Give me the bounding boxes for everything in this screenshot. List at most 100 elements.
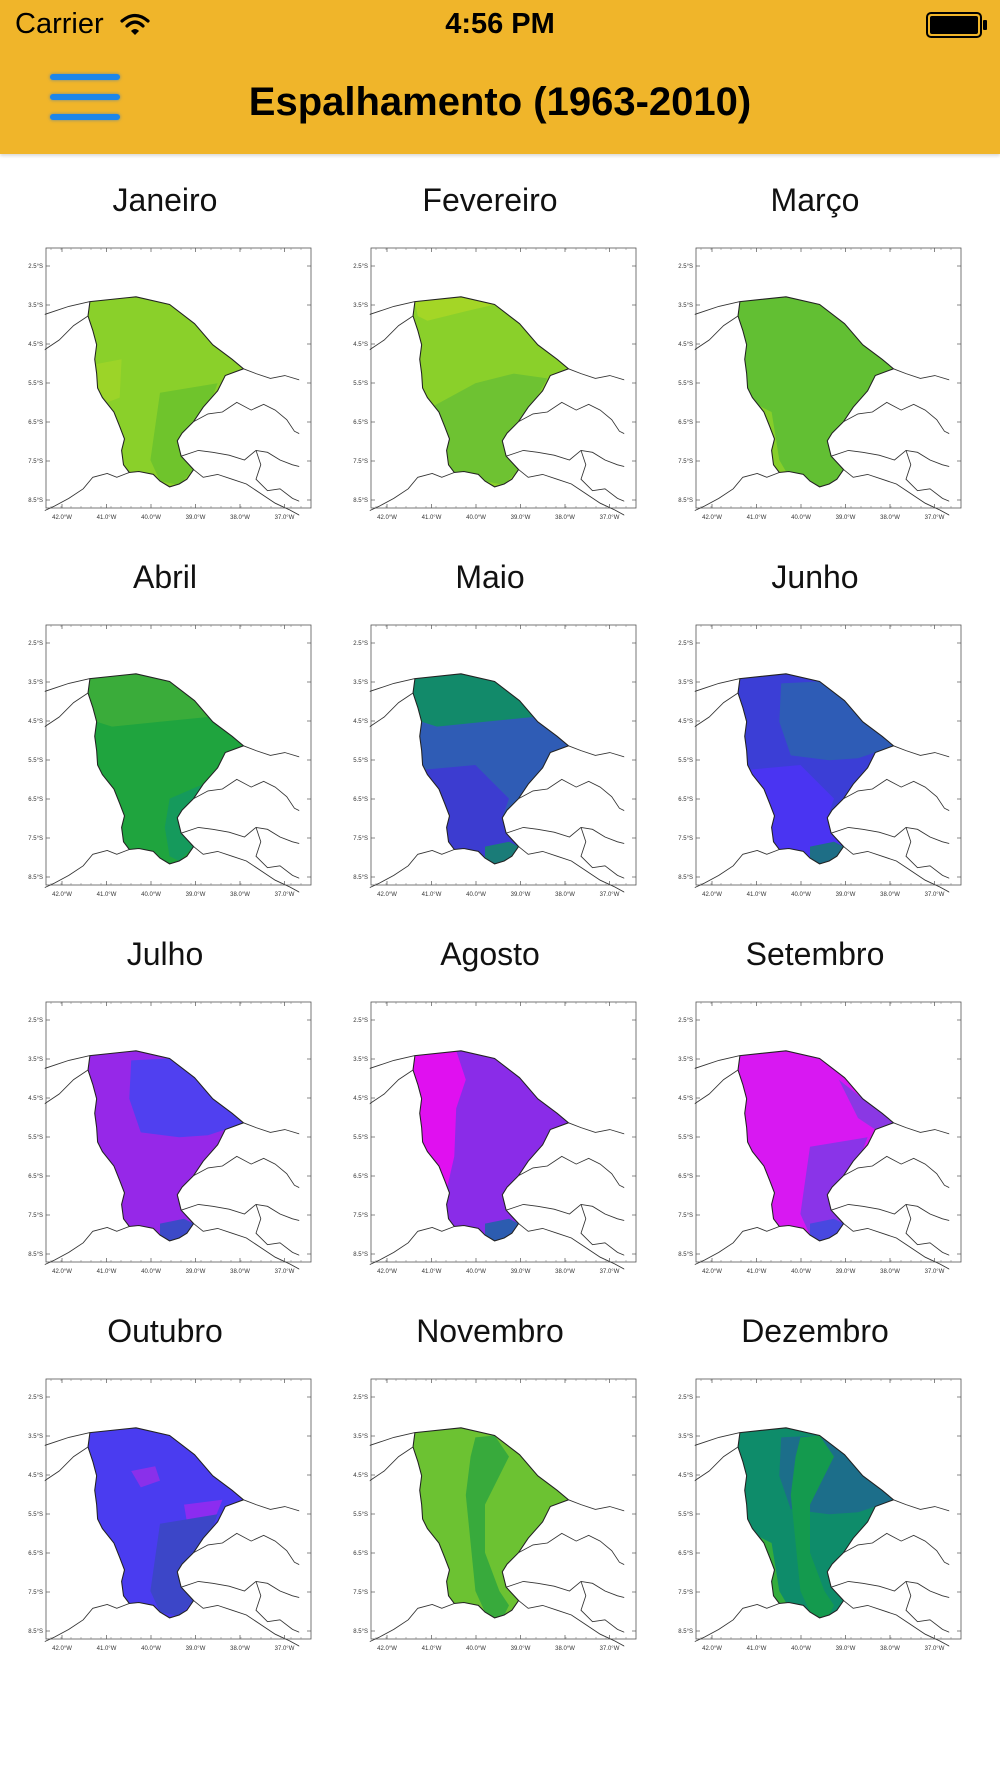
neighbor-border	[905, 1204, 950, 1256]
x-tick-label: 38.0°W	[555, 515, 575, 521]
y-tick-label: 5.5°S	[28, 1135, 43, 1141]
neighbor-border	[843, 1532, 950, 1566]
neighbor-border	[369, 692, 414, 728]
state-outline	[87, 1050, 245, 1242]
month-panel: Agosto 2.5°S 3.5°S 4.5°S 5.5°S 6.5°S 7.5°S 8.5°…	[325, 914, 655, 1304]
y-tick-label: 8.5°S	[28, 1629, 43, 1635]
neighbor-border	[193, 778, 300, 812]
x-tick-label: 38.0°W	[230, 892, 250, 898]
x-tick-label: 40.0°W	[791, 1269, 811, 1275]
x-tick-label: 41.0°W	[422, 1269, 442, 1275]
neighbor-border	[694, 301, 741, 315]
x-tick-label: 39.0°W	[186, 515, 206, 521]
state-outline	[87, 673, 245, 865]
x-tick-label: 39.0°W	[836, 515, 856, 521]
x-tick-label: 37.0°W	[925, 892, 945, 898]
neighbor-border	[255, 1581, 300, 1633]
x-tick-label: 38.0°W	[880, 515, 900, 521]
x-tick-label: 42.0°W	[377, 515, 397, 521]
neighbor-border	[905, 450, 950, 502]
spread-contour-region	[748, 765, 844, 864]
neighbor-border	[580, 1581, 625, 1633]
x-tick-label: 41.0°W	[747, 1646, 767, 1652]
state-fill	[88, 296, 244, 487]
x-tick-label: 41.0°W	[747, 1269, 767, 1275]
x-tick-label: 40.0°W	[141, 1646, 161, 1652]
x-tick-label: 41.0°W	[422, 892, 442, 898]
x-tick-label: 37.0°W	[600, 515, 620, 521]
neighbor-border	[255, 827, 300, 879]
month-title: Julho	[126, 936, 204, 972]
month-panel: Dezembro 2.5°S 3.5°S 4.5°S 5.5°S 6.5°S 7.5°S 8.…	[650, 1291, 980, 1681]
spread-map: 2.5°S 3.5°S 4.5°S 5.5°S 6.5°S 7.5°S 8.5°S 42.0°…	[678, 1001, 962, 1275]
y-tick-label: 8.5°S	[678, 1629, 693, 1635]
spread-map: 2.5°S 3.5°S 4.5°S 5.5°S 6.5°S 7.5°S 8.5°S 42.0°…	[28, 247, 312, 521]
y-tick-label: 8.5°S	[28, 875, 43, 881]
neighbor-border	[694, 1226, 780, 1266]
neighbor-border	[44, 301, 91, 315]
neighbor-border	[243, 745, 300, 758]
x-tick-label: 41.0°W	[422, 1646, 442, 1652]
month-title: Abril	[132, 559, 197, 595]
x-tick-label: 42.0°W	[702, 892, 722, 898]
y-tick-label: 6.5°S	[678, 1174, 693, 1180]
neighbor-border	[830, 1580, 950, 1598]
neighbor-border	[905, 1581, 950, 1633]
page-title: Espalhamento (1963-2010)	[248, 80, 752, 124]
y-tick-label: 4.5°S	[28, 1473, 43, 1479]
y-tick-label: 3.5°S	[678, 303, 693, 309]
x-tick-label: 37.0°W	[275, 1646, 295, 1652]
menu-button[interactable]	[50, 74, 122, 124]
x-tick-label: 37.0°W	[925, 1646, 945, 1652]
neighbor-border	[505, 1203, 625, 1221]
neighbor-border	[369, 849, 455, 889]
y-tick-label: 2.5°S	[678, 641, 693, 647]
spread-map: 2.5°S 3.5°S 4.5°S 5.5°S 6.5°S 7.5°S 8.5°S 42.0°…	[678, 247, 962, 521]
neighbor-border	[44, 849, 130, 889]
neighbor-border	[369, 472, 455, 512]
neighbor-border	[843, 1155, 950, 1189]
x-tick-label: 42.0°W	[52, 1646, 72, 1652]
y-tick-label: 3.5°S	[28, 1057, 43, 1063]
y-tick-label: 3.5°S	[28, 680, 43, 686]
spread-contour-region	[88, 673, 209, 727]
spread-contour-region	[465, 1435, 509, 1618]
month-title: Outubro	[107, 1313, 223, 1349]
spread-contour-region	[164, 784, 204, 861]
neighbor-border	[893, 745, 950, 758]
neighbor-border	[694, 1603, 780, 1643]
x-tick-label: 41.0°W	[747, 892, 767, 898]
spread-contour-region	[413, 1050, 466, 1219]
neighbor-border	[44, 1055, 91, 1069]
neighbor-border	[369, 315, 414, 351]
month-panel: Fevereiro 2.5°S 3.5°S 4.5°S 5.5°S 6.5°S 7.5°S 8…	[325, 160, 655, 550]
neighbor-border	[518, 778, 625, 812]
x-tick-label: 41.0°W	[97, 515, 117, 521]
y-tick-label: 7.5°S	[28, 1213, 43, 1219]
x-tick-label: 39.0°W	[186, 892, 206, 898]
state-outline	[87, 1427, 245, 1619]
y-tick-label: 5.5°S	[28, 758, 43, 764]
y-tick-label: 5.5°S	[353, 1135, 368, 1141]
y-tick-label: 2.5°S	[28, 1395, 43, 1401]
spread-map: 2.5°S 3.5°S 4.5°S 5.5°S 6.5°S 7.5°S 8.5°S 42.0°…	[678, 1378, 962, 1652]
y-tick-label: 3.5°S	[678, 1434, 693, 1440]
y-tick-label: 7.5°S	[28, 836, 43, 842]
month-panel: Abril 2.5°S 3.5°S 4.5°S 5.5°S 6.5°S 7.5°S 8.5°S…	[0, 537, 330, 927]
neighbor-border	[255, 1204, 300, 1256]
neighbor-border	[694, 472, 780, 512]
neighbor-border	[830, 826, 950, 844]
y-tick-label: 5.5°S	[353, 758, 368, 764]
y-tick-label: 6.5°S	[678, 797, 693, 803]
neighbor-border	[580, 827, 625, 879]
y-tick-label: 8.5°S	[353, 1629, 368, 1635]
spread-contour-region	[129, 1058, 244, 1138]
state-outline	[412, 673, 570, 865]
y-tick-label: 4.5°S	[678, 1473, 693, 1479]
y-tick-label: 4.5°S	[353, 1096, 368, 1102]
neighbor-border	[694, 1446, 739, 1482]
y-tick-label: 2.5°S	[353, 264, 368, 270]
state-outline	[412, 1050, 570, 1242]
spread-contour-region	[838, 1079, 894, 1130]
neighbor-border	[243, 1122, 300, 1135]
